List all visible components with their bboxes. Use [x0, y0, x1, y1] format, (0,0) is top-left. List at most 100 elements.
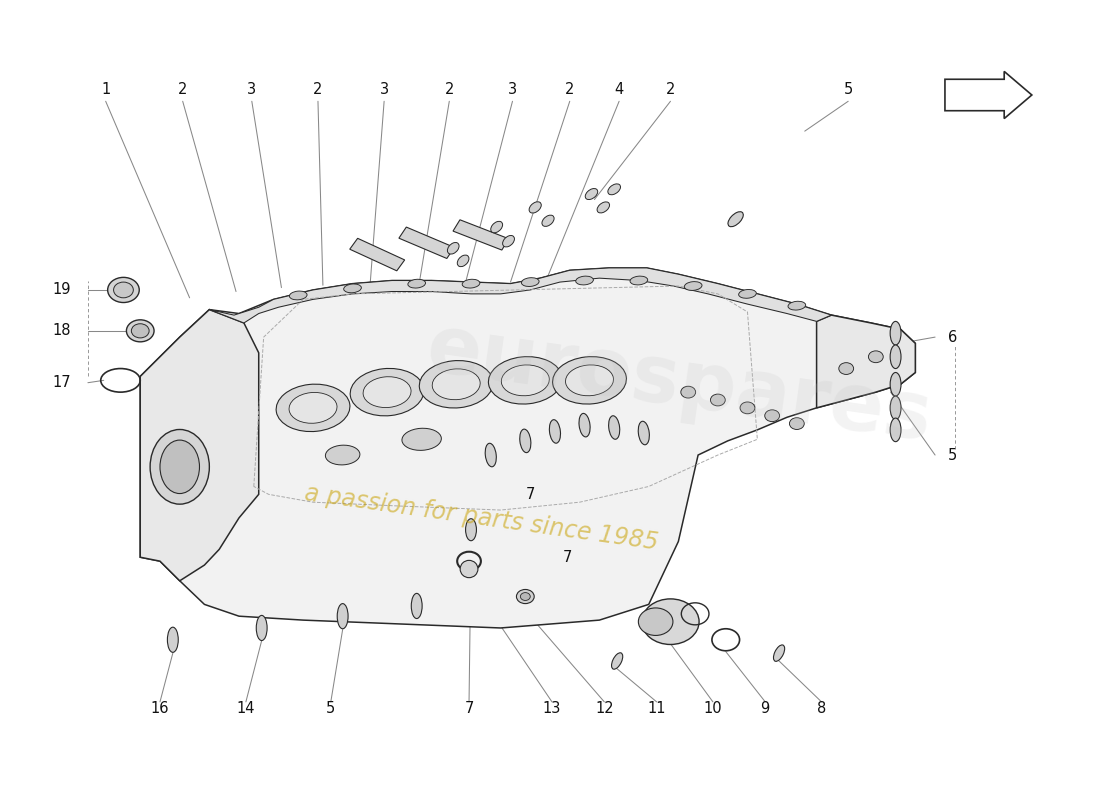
- Text: 3: 3: [379, 82, 388, 97]
- Ellipse shape: [681, 386, 695, 398]
- Ellipse shape: [738, 290, 757, 298]
- Ellipse shape: [502, 365, 549, 396]
- Ellipse shape: [458, 255, 469, 266]
- Ellipse shape: [485, 443, 496, 466]
- Ellipse shape: [549, 420, 561, 443]
- Ellipse shape: [256, 615, 267, 641]
- Ellipse shape: [343, 284, 362, 293]
- Ellipse shape: [608, 416, 619, 439]
- Ellipse shape: [638, 422, 649, 445]
- Ellipse shape: [167, 627, 178, 652]
- Ellipse shape: [491, 222, 503, 233]
- Text: 5: 5: [327, 701, 336, 716]
- Ellipse shape: [350, 369, 424, 416]
- Ellipse shape: [289, 393, 337, 423]
- Ellipse shape: [160, 440, 199, 494]
- Ellipse shape: [402, 428, 441, 450]
- Ellipse shape: [890, 373, 901, 396]
- Ellipse shape: [728, 212, 744, 226]
- Text: 19: 19: [52, 282, 70, 298]
- Text: 2: 2: [178, 82, 187, 97]
- Ellipse shape: [839, 362, 854, 374]
- Ellipse shape: [465, 518, 476, 541]
- Polygon shape: [350, 238, 405, 271]
- Ellipse shape: [520, 429, 531, 453]
- Ellipse shape: [575, 276, 593, 285]
- Ellipse shape: [552, 357, 626, 404]
- Polygon shape: [399, 227, 454, 258]
- Ellipse shape: [764, 410, 780, 422]
- Ellipse shape: [890, 396, 901, 420]
- Ellipse shape: [448, 242, 459, 254]
- Ellipse shape: [630, 276, 648, 285]
- Ellipse shape: [150, 430, 209, 504]
- Text: 1: 1: [101, 82, 110, 97]
- Ellipse shape: [276, 384, 350, 431]
- Ellipse shape: [460, 560, 477, 578]
- Text: 14: 14: [236, 701, 255, 716]
- Ellipse shape: [773, 645, 784, 662]
- Polygon shape: [140, 310, 258, 581]
- Text: 5: 5: [948, 447, 957, 462]
- Text: 17: 17: [52, 375, 70, 390]
- Ellipse shape: [868, 351, 883, 362]
- Text: 2: 2: [565, 82, 574, 97]
- Text: 6: 6: [948, 330, 957, 345]
- Ellipse shape: [612, 653, 623, 670]
- Polygon shape: [140, 268, 915, 628]
- Ellipse shape: [419, 361, 493, 408]
- Text: 3: 3: [508, 82, 517, 97]
- Ellipse shape: [488, 357, 562, 404]
- Text: eurospares: eurospares: [421, 310, 937, 458]
- Text: 13: 13: [542, 701, 561, 716]
- Polygon shape: [945, 71, 1032, 118]
- Ellipse shape: [503, 235, 515, 247]
- Text: 3: 3: [248, 82, 256, 97]
- Ellipse shape: [585, 189, 597, 199]
- Ellipse shape: [565, 365, 614, 396]
- Text: 12: 12: [595, 701, 614, 716]
- Text: 8: 8: [817, 701, 826, 716]
- Ellipse shape: [126, 320, 154, 342]
- Ellipse shape: [363, 377, 411, 407]
- Ellipse shape: [890, 345, 901, 369]
- Text: 16: 16: [151, 701, 169, 716]
- Ellipse shape: [579, 414, 590, 437]
- Text: 9: 9: [760, 701, 770, 716]
- Ellipse shape: [597, 202, 609, 213]
- Ellipse shape: [411, 594, 422, 618]
- Text: 2: 2: [314, 82, 322, 97]
- Ellipse shape: [788, 302, 805, 310]
- Ellipse shape: [890, 418, 901, 442]
- Ellipse shape: [113, 282, 133, 298]
- Ellipse shape: [326, 445, 360, 465]
- Text: 7: 7: [526, 487, 535, 502]
- Text: 5: 5: [844, 82, 852, 97]
- Ellipse shape: [711, 394, 725, 406]
- Ellipse shape: [408, 279, 426, 288]
- Ellipse shape: [108, 278, 140, 302]
- Text: 2: 2: [666, 82, 675, 97]
- Ellipse shape: [641, 599, 700, 645]
- Text: 10: 10: [704, 701, 723, 716]
- Ellipse shape: [289, 291, 307, 300]
- Ellipse shape: [432, 369, 481, 400]
- Text: a passion for parts since 1985: a passion for parts since 1985: [304, 481, 660, 554]
- Ellipse shape: [684, 282, 702, 290]
- Ellipse shape: [131, 324, 150, 338]
- Ellipse shape: [338, 604, 348, 629]
- Polygon shape: [453, 220, 509, 250]
- Ellipse shape: [638, 608, 673, 635]
- Ellipse shape: [740, 402, 755, 414]
- Ellipse shape: [890, 322, 901, 345]
- Ellipse shape: [521, 278, 539, 286]
- Ellipse shape: [520, 593, 530, 601]
- Text: 18: 18: [52, 323, 70, 338]
- Polygon shape: [816, 315, 915, 408]
- Text: 7: 7: [563, 550, 572, 565]
- Polygon shape: [209, 268, 832, 323]
- Text: 2: 2: [444, 82, 454, 97]
- Text: 11: 11: [648, 701, 666, 716]
- Ellipse shape: [608, 184, 620, 194]
- Ellipse shape: [790, 418, 804, 430]
